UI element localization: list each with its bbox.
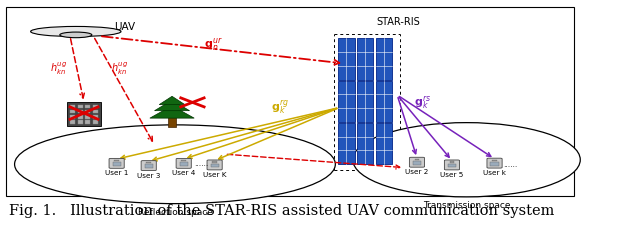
Bar <box>70 120 76 124</box>
FancyBboxPatch shape <box>207 160 222 170</box>
Bar <box>77 115 83 119</box>
Bar <box>357 38 373 80</box>
Text: Fig. 1.   Illustration of the STAR-RIS assisted UAV communication system: Fig. 1. Illustration of the STAR-RIS ass… <box>9 204 554 218</box>
Bar <box>93 115 98 119</box>
Text: User 1: User 1 <box>105 170 129 176</box>
Bar <box>145 164 153 168</box>
Text: User k: User k <box>483 170 506 176</box>
Ellipse shape <box>31 27 121 36</box>
Bar <box>376 123 392 164</box>
FancyBboxPatch shape <box>109 158 124 168</box>
Bar <box>448 164 456 167</box>
Bar <box>85 120 90 124</box>
Bar <box>339 123 355 164</box>
Bar <box>6 7 575 196</box>
Bar <box>339 81 355 122</box>
Bar <box>415 159 419 160</box>
Ellipse shape <box>353 123 580 197</box>
Bar <box>490 162 499 166</box>
Bar <box>93 110 98 113</box>
Bar <box>115 160 119 161</box>
Text: $h_{kn}^{ug}$: $h_{kn}^{ug}$ <box>111 61 128 77</box>
Bar <box>181 160 186 161</box>
Ellipse shape <box>15 125 335 204</box>
Bar <box>450 162 454 163</box>
Bar <box>113 162 121 166</box>
Text: User 2: User 2 <box>405 169 429 175</box>
Bar <box>70 110 76 113</box>
Text: $h_{kn}^{ug}$: $h_{kn}^{ug}$ <box>50 61 67 77</box>
Text: User 3: User 3 <box>137 173 161 179</box>
Bar <box>212 162 217 163</box>
Bar <box>77 110 83 113</box>
Text: UAV: UAV <box>114 22 135 32</box>
Bar <box>93 120 98 124</box>
Bar <box>85 110 90 113</box>
Bar <box>70 105 76 108</box>
FancyBboxPatch shape <box>487 158 502 168</box>
FancyBboxPatch shape <box>444 160 460 170</box>
Bar <box>93 105 98 108</box>
Bar <box>376 81 392 122</box>
Text: User K: User K <box>203 172 227 178</box>
Text: User 5: User 5 <box>440 172 463 178</box>
Bar <box>147 162 151 163</box>
Bar <box>492 160 497 161</box>
Bar <box>357 123 373 164</box>
FancyBboxPatch shape <box>410 157 424 167</box>
FancyBboxPatch shape <box>141 161 156 171</box>
Text: Transmission space: Transmission space <box>423 201 510 210</box>
Text: STAR-RIS: STAR-RIS <box>376 17 420 27</box>
Text: $\mathbf{g}_k^{rs}$: $\mathbf{g}_k^{rs}$ <box>414 94 431 110</box>
Text: Reflection space: Reflection space <box>138 208 212 217</box>
Text: ......: ...... <box>503 160 517 169</box>
Bar <box>67 102 101 126</box>
Text: $\mathbf{g}_k^{rg}$: $\mathbf{g}_k^{rg}$ <box>271 98 289 116</box>
Bar <box>85 105 90 108</box>
Ellipse shape <box>60 32 92 38</box>
Bar <box>357 81 373 122</box>
Text: User 4: User 4 <box>172 170 195 176</box>
Text: $\mathbf{g}_n^{ur}$: $\mathbf{g}_n^{ur}$ <box>204 37 222 53</box>
FancyBboxPatch shape <box>176 158 191 168</box>
Bar <box>70 115 76 119</box>
Bar <box>180 162 188 166</box>
Bar <box>77 105 83 108</box>
Polygon shape <box>154 100 189 111</box>
Bar <box>211 164 219 167</box>
Polygon shape <box>159 96 185 105</box>
Text: ......: ...... <box>194 159 209 168</box>
Polygon shape <box>150 106 194 118</box>
Bar <box>339 38 355 80</box>
Bar <box>413 161 421 165</box>
Bar <box>85 115 90 119</box>
Bar <box>376 38 392 80</box>
Bar <box>168 117 176 127</box>
Bar <box>77 120 83 124</box>
